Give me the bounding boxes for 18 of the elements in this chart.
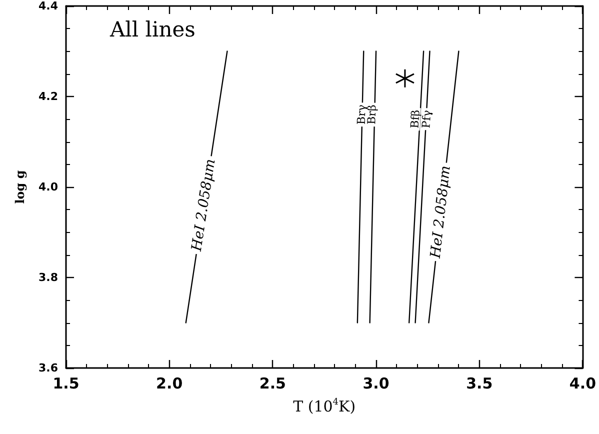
x-tick-label: 3.0 bbox=[362, 374, 390, 392]
x-tick-label: 3.5 bbox=[466, 374, 493, 392]
text: All lines bbox=[109, 18, 196, 42]
annotation: HeI 2.058μm bbox=[428, 164, 454, 260]
y-tick-label: 3.6 bbox=[38, 362, 58, 374]
x-tick-label: 1.5 bbox=[52, 374, 80, 392]
annotation: HeI 2.058μm bbox=[188, 158, 219, 254]
y-tick-label: 4.0 bbox=[38, 180, 58, 194]
y-axis-title: log g bbox=[13, 170, 27, 204]
annotation: Brγ bbox=[354, 104, 368, 125]
y-tick-label: 3.8 bbox=[38, 271, 58, 284]
y-tick-label: 4.2 bbox=[38, 90, 58, 103]
y-tick-label: 4.4 bbox=[38, 0, 58, 12]
x-tick-label: 2.0 bbox=[156, 374, 183, 392]
annotation: Pfγ bbox=[420, 109, 434, 128]
annotation: Bfβ bbox=[408, 110, 422, 129]
x-tick-label: 2.5 bbox=[259, 374, 286, 392]
x-tick-label: 4.0 bbox=[569, 374, 596, 392]
